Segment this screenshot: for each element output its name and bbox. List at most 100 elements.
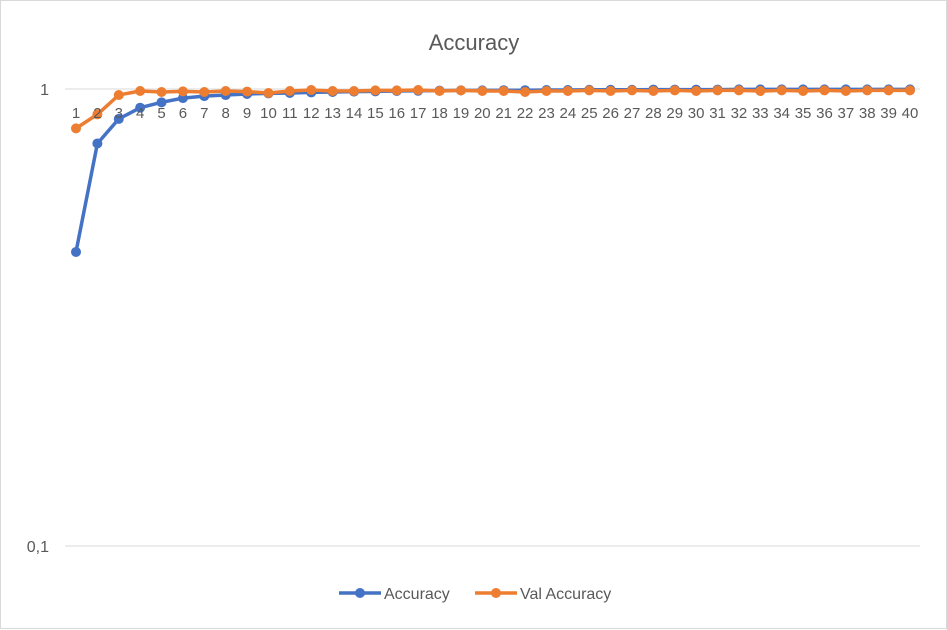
x-tick-label: 10	[260, 105, 277, 122]
data-point	[627, 85, 637, 96]
data-point	[840, 85, 851, 96]
data-point	[883, 85, 894, 96]
data-point	[562, 85, 573, 96]
x-tick-label: 26	[602, 105, 619, 122]
x-tick-label: 16	[388, 105, 405, 122]
data-point	[113, 113, 124, 124]
data-point	[263, 88, 274, 99]
x-tick-label: 9	[243, 105, 251, 122]
legend-item: Accuracy	[339, 586, 450, 603]
series-val-accuracy	[71, 84, 915, 134]
x-tick-label: 5	[157, 105, 165, 122]
x-tick-label: 38	[859, 105, 876, 122]
x-tick-label: 34	[773, 105, 790, 122]
x-tick-label: 40	[902, 105, 919, 122]
x-tick-label: 12	[303, 105, 320, 122]
data-point	[520, 86, 531, 97]
x-tick-label: 17	[410, 105, 427, 122]
data-point	[798, 85, 809, 96]
data-point	[135, 102, 146, 113]
x-tick-label: 35	[795, 105, 812, 122]
data-point	[413, 84, 424, 95]
legend: Accuracy Val Accuracy	[339, 586, 611, 603]
data-point	[391, 85, 402, 96]
series-lines	[71, 84, 915, 257]
data-point	[135, 85, 146, 96]
data-point	[156, 86, 167, 97]
x-tick-label: 25	[581, 105, 598, 122]
data-point	[733, 85, 744, 96]
x-tick-label: 13	[324, 105, 341, 122]
data-point	[284, 85, 295, 96]
x-tick-label: 8	[222, 105, 230, 122]
data-point	[691, 85, 702, 96]
data-point	[755, 85, 766, 96]
x-tick-label: 4	[136, 105, 144, 122]
data-point	[220, 85, 231, 96]
data-point	[498, 85, 509, 96]
data-point	[242, 86, 253, 97]
series-line	[75, 88, 910, 130]
x-tick-label: 33	[752, 105, 769, 122]
x-tick-label: 6	[179, 105, 187, 122]
legend-swatch-marker	[491, 588, 501, 598]
data-point	[434, 85, 445, 96]
x-tick-label: 30	[688, 105, 705, 122]
data-point	[712, 85, 723, 96]
x-tick-label: 22	[517, 105, 534, 122]
x-tick-label: 29	[666, 105, 683, 122]
x-axis-ticks: 1 2 3 4 5 6 7 8 9 10 11 12 13 14 15 16 17 18 19 20 21 22 23 24 2…	[72, 105, 919, 122]
x-tick-label: 36	[816, 105, 833, 122]
data-point	[370, 85, 381, 96]
x-tick-label: 19	[453, 105, 470, 122]
x-tick-label: 39	[880, 105, 897, 122]
x-tick-label: 31	[709, 105, 726, 122]
data-point	[541, 85, 552, 96]
data-point	[92, 109, 103, 120]
x-tick-label: 11	[282, 105, 298, 122]
x-tick-label: 3	[115, 105, 123, 122]
data-point	[819, 85, 830, 96]
x-tick-label: 14	[346, 105, 363, 122]
x-tick-label: 24	[560, 105, 577, 122]
legend-label: Accuracy	[384, 586, 450, 603]
data-point	[92, 138, 103, 149]
data-point	[584, 85, 595, 96]
legend-swatch-marker	[355, 588, 365, 598]
data-point	[862, 85, 873, 96]
legend-label: Val Accuracy	[520, 586, 611, 603]
data-point	[776, 85, 787, 96]
data-point	[306, 84, 317, 95]
data-point	[327, 85, 338, 96]
x-tick-label: 21	[495, 105, 512, 122]
data-point	[156, 97, 167, 108]
x-tick-label: 1	[72, 105, 80, 122]
x-tick-label: 2	[93, 105, 101, 122]
data-point	[669, 85, 680, 96]
data-point	[455, 85, 466, 96]
chart-title: Accuracy	[429, 30, 519, 55]
x-tick-label: 32	[731, 105, 748, 122]
x-tick-label: 37	[838, 105, 855, 122]
gridlines	[65, 88, 920, 547]
y-axis-ticks: 10,1	[27, 82, 49, 556]
x-tick-label: 7	[200, 105, 208, 122]
data-point	[648, 85, 659, 96]
x-tick-label: 27	[624, 105, 641, 122]
y-tick-label: 1	[40, 82, 49, 99]
data-point	[113, 90, 124, 101]
data-point	[71, 123, 81, 134]
x-tick-label: 20	[474, 105, 491, 122]
x-tick-label: 23	[538, 105, 555, 122]
x-tick-label: 15	[367, 105, 384, 122]
data-point	[349, 85, 359, 96]
x-tick-label: 28	[645, 105, 662, 122]
data-point	[199, 86, 210, 97]
x-tick-label: 18	[431, 105, 448, 122]
legend-item: Val Accuracy	[475, 586, 611, 603]
data-point	[905, 85, 915, 96]
y-tick-label: 0,1	[27, 539, 49, 556]
data-point	[71, 246, 81, 257]
